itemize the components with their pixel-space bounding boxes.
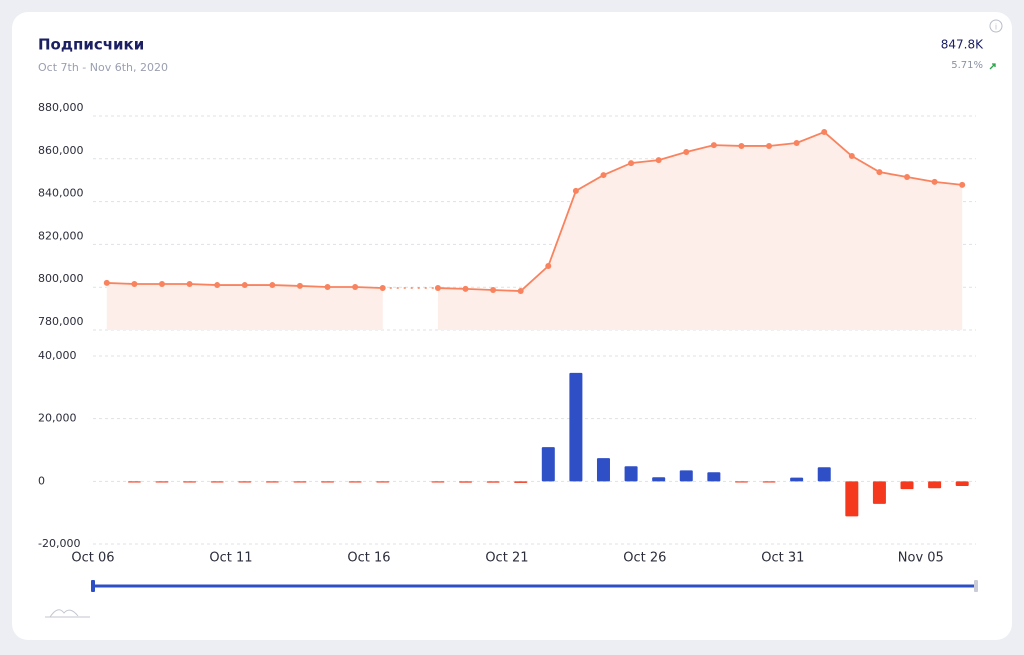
y-tick-label: 840,000 — [38, 187, 84, 200]
point — [710, 142, 717, 149]
bar — [790, 477, 804, 482]
point — [214, 282, 221, 289]
bar — [238, 481, 252, 483]
y-tick-label: -20,000 — [38, 537, 80, 550]
y-tick-label: 20,000 — [38, 412, 77, 425]
title: Подписчики — [38, 36, 144, 54]
point — [931, 178, 938, 185]
x-tick-label: Oct 06 — [71, 551, 114, 566]
x-tick-label: Oct 31 — [761, 551, 804, 566]
bar — [624, 466, 638, 482]
point — [904, 173, 911, 180]
bar — [541, 447, 555, 482]
bar — [127, 481, 141, 483]
point — [600, 172, 607, 179]
point — [434, 285, 441, 292]
bar — [707, 472, 721, 482]
y-tick-label: 800,000 — [38, 272, 84, 285]
slider-handle[interactable] — [91, 580, 95, 592]
point — [296, 282, 303, 289]
bar — [596, 458, 610, 482]
y-tick-label: 820,000 — [38, 229, 84, 242]
bar — [955, 481, 969, 487]
point — [959, 181, 966, 188]
bar — [431, 481, 445, 483]
y-tick-label: 40,000 — [38, 349, 77, 362]
bar — [872, 481, 886, 504]
bar — [183, 481, 197, 483]
line — [437, 131, 963, 292]
point — [766, 142, 773, 149]
trend-arrow — [989, 63, 996, 70]
bar — [210, 481, 224, 483]
point — [490, 286, 497, 293]
y-tick-label: 780,000 — [38, 315, 84, 328]
bar — [376, 481, 390, 483]
bar — [348, 481, 362, 483]
x-tick-label: Oct 16 — [347, 551, 390, 566]
bar — [293, 481, 307, 483]
bar — [762, 481, 776, 483]
point — [352, 283, 359, 290]
point — [545, 263, 552, 270]
slider-handle[interactable] — [974, 580, 978, 592]
bar — [514, 481, 528, 483]
y-tick-label: 860,000 — [38, 144, 84, 157]
bar — [928, 481, 942, 489]
point — [738, 142, 745, 149]
area — [437, 132, 963, 330]
point — [793, 139, 800, 146]
bar — [459, 481, 473, 483]
point — [572, 187, 579, 194]
point — [517, 288, 524, 295]
x-tick-label: Oct 21 — [485, 551, 528, 566]
x-tick-label: Oct 26 — [623, 551, 666, 566]
point — [628, 160, 635, 167]
bar — [155, 481, 169, 483]
bar — [845, 481, 859, 517]
point — [158, 280, 165, 287]
info-icon[interactable] — [989, 19, 1003, 33]
point — [379, 285, 386, 292]
x-tick-label: Nov 05 — [898, 551, 944, 566]
info-icon-glyph: i — [995, 23, 997, 32]
point — [876, 169, 883, 176]
point — [683, 148, 690, 155]
change: 5.71% — [951, 60, 983, 71]
bar — [486, 481, 500, 483]
bar — [679, 470, 693, 482]
point — [131, 280, 138, 287]
bar — [569, 372, 583, 482]
y-tick-label: 880,000 — [38, 101, 84, 114]
bar — [265, 481, 279, 483]
point — [848, 153, 855, 160]
bar — [652, 477, 666, 482]
bar — [321, 481, 335, 483]
point — [269, 282, 276, 289]
point — [186, 280, 193, 287]
total: 847.8K — [941, 38, 984, 52]
point — [241, 282, 248, 289]
y-tick-label: 0 — [38, 474, 45, 487]
point — [821, 129, 828, 136]
point — [324, 283, 331, 290]
bar — [900, 481, 914, 490]
area — [106, 282, 383, 330]
bar — [817, 467, 831, 482]
subtitle: Oct 7th - Nov 6th, 2020 — [38, 61, 168, 74]
x-tick-label: Oct 11 — [209, 551, 252, 566]
point — [462, 285, 469, 292]
bar — [734, 481, 748, 483]
point — [103, 279, 110, 286]
mini-chart-icon — [45, 609, 90, 618]
point — [655, 157, 662, 164]
